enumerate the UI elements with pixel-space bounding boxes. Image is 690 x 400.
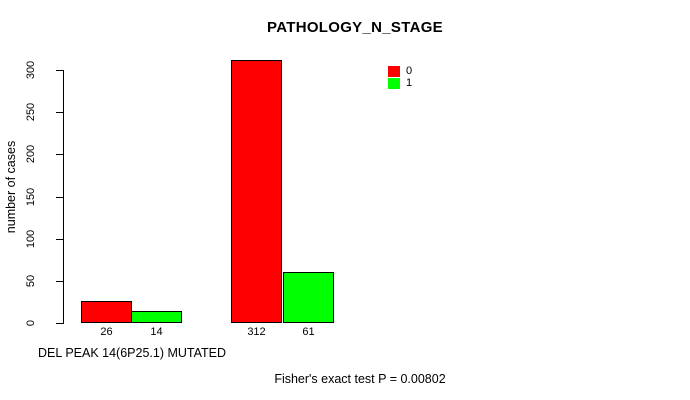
y-axis-label: number of cases bbox=[4, 140, 18, 234]
y-tick-mark bbox=[56, 239, 64, 240]
bar-series-0-group-1 bbox=[81, 301, 132, 323]
legend-item: 1 bbox=[388, 77, 412, 89]
y-tick-label: 150 bbox=[25, 187, 37, 207]
legend-label: 1 bbox=[406, 77, 413, 89]
y-tick-mark bbox=[56, 112, 64, 113]
y-tick-label: 50 bbox=[25, 274, 37, 288]
y-tick-mark bbox=[56, 197, 64, 198]
legend-swatch-0 bbox=[388, 65, 400, 77]
bar-value-label: 26 bbox=[100, 326, 113, 338]
y-tick-mark bbox=[56, 70, 64, 71]
chart-title: PATHOLOGY_N_STAGE bbox=[267, 19, 443, 36]
y-tick-mark bbox=[56, 154, 64, 155]
bar-series-0-group-2 bbox=[231, 60, 282, 323]
bar-value-label: 14 bbox=[150, 326, 163, 338]
bar-value-label: 312 bbox=[247, 326, 266, 338]
bar-value-label: 61 bbox=[302, 326, 315, 338]
legend-item: 0 bbox=[388, 65, 412, 77]
y-tick-label: 300 bbox=[25, 60, 37, 80]
y-tick-mark bbox=[56, 281, 64, 282]
y-tick-mark bbox=[56, 323, 64, 324]
y-tick-label: 100 bbox=[25, 229, 37, 249]
bar-series-1-group-1 bbox=[131, 311, 182, 323]
y-tick-label: 200 bbox=[25, 144, 37, 164]
y-tick-label: 250 bbox=[25, 102, 37, 122]
bar-series-1-group-2 bbox=[283, 272, 334, 323]
y-tick-label: 0 bbox=[25, 319, 37, 327]
x-axis-label: DEL PEAK 14(6P25.1) MUTATED bbox=[38, 346, 227, 360]
annotation-text: Fisher's exact test P = 0.00802 bbox=[274, 372, 446, 386]
legend-label: 0 bbox=[406, 65, 413, 77]
legend-swatch-1 bbox=[388, 77, 400, 89]
